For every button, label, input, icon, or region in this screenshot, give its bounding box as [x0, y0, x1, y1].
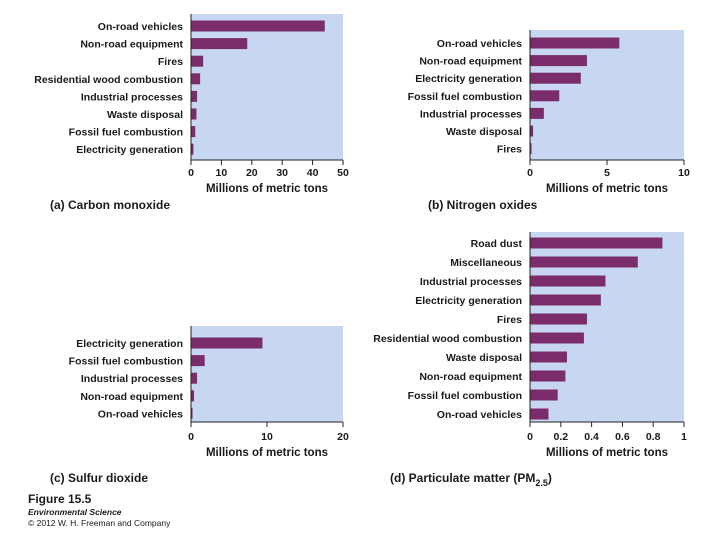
panel-d-category-label: Electricity generation	[415, 295, 522, 307]
panel-d-category-label: Non-road equipment	[419, 371, 522, 383]
panel-a-category-label: Fossil fuel combustion	[69, 127, 183, 139]
panel-a-category-label: Industrial processes	[81, 91, 183, 103]
panel-a-bar	[191, 90, 198, 102]
panel-c-category-label: On-road vehicles	[98, 408, 183, 420]
panel-a-tick-label: 40	[307, 167, 319, 179]
panel-d-tick-label: 0.2	[553, 431, 568, 443]
panel-b-bar	[530, 55, 587, 67]
panel-c-category-label: Industrial processes	[81, 373, 183, 385]
panel-b-category-label: Non-road equipment	[419, 56, 522, 68]
panel-d-bar	[530, 237, 663, 249]
panel-a-category-label: Waste disposal	[107, 109, 183, 121]
panel-a-x-axis-label: Millions of metric tons	[206, 183, 328, 195]
panel-b-tick-label: 5	[604, 167, 610, 179]
figure-title: Figure 15.5	[28, 492, 92, 506]
panel-d-tick-label: 0.6	[615, 431, 630, 443]
panel-b-tick-label: 0	[527, 167, 533, 179]
panel-d-bar	[530, 408, 549, 420]
panel-d-bar	[530, 294, 601, 306]
panel-c-bar	[191, 355, 205, 367]
panel-b-bar	[530, 143, 532, 155]
panel-b-category-label: Industrial processes	[420, 108, 522, 120]
panel-c-category-label: Electricity generation	[76, 338, 183, 350]
panel-b-category-label: On-road vehicles	[437, 38, 522, 50]
panel-a-tick-label: 30	[276, 167, 288, 179]
panel-a-plot-area	[191, 14, 343, 160]
panel-c-bar	[191, 372, 198, 384]
panel-c-category-label: Non-road equipment	[80, 391, 183, 403]
panel-d-category-label: Industrial processes	[420, 276, 522, 288]
panel-b-category-label: Electricity generation	[415, 73, 522, 85]
panel-b-category-label: Fires	[497, 144, 522, 156]
panel-b-tick-label: 10	[678, 167, 690, 179]
figure-copyright: © 2012 W. H. Freeman and Company	[28, 518, 171, 528]
panel-d-bar	[530, 332, 584, 344]
panel-a-caption: (a) Carbon monoxide	[50, 198, 170, 212]
panel-b-bar	[530, 107, 544, 119]
panel-d-tick-label: 0.8	[646, 431, 661, 443]
panel-b-caption: (b) Nitrogen oxides	[428, 198, 538, 212]
panel-d-x-axis-label: Millions of metric tons	[546, 447, 668, 459]
panel-a-category-label: Electricity generation	[76, 144, 183, 156]
panel-a-tick-label: 10	[216, 167, 228, 179]
panel-b-category-label: Waste disposal	[446, 126, 522, 138]
panel-d-caption: (d) Particulate matter (PM2.5)	[390, 471, 552, 488]
panel-a-bar	[191, 143, 194, 155]
panel-d-category-label: Residential wood combustion	[373, 333, 522, 345]
figure-book-title: Environmental Science	[28, 507, 122, 517]
panel-c-tick-label: 10	[261, 431, 273, 443]
panel-d-tick-label: 0	[527, 431, 533, 443]
panel-b-category-label: Fossil fuel combustion	[408, 91, 522, 103]
panel-d-bar	[530, 275, 606, 287]
panel-c-x-axis-label: Millions of metric tons	[206, 447, 328, 459]
panel-c-bar	[191, 407, 193, 419]
panel-a-tick-label: 50	[337, 167, 349, 179]
panel-c-bar	[191, 337, 263, 349]
panel-d-bar	[530, 370, 566, 382]
panel-a-bar	[191, 73, 201, 85]
panel-b-bar	[530, 125, 534, 137]
panel-c-tick-label: 20	[337, 431, 349, 443]
panel-d-bar	[530, 256, 638, 268]
panel-a-tick-label: 20	[246, 167, 258, 179]
panel-b-bar	[530, 37, 620, 49]
panel-d-tick-label: 1	[681, 431, 687, 443]
panel-c-bar	[191, 390, 195, 402]
panel-a-category-label: Residential wood combustion	[34, 74, 183, 86]
panel-a-bar	[191, 55, 204, 67]
panel-b-bar	[530, 90, 560, 102]
panel-a-category-label: Non-road equipment	[80, 39, 183, 51]
panel-c-category-label: Fossil fuel combustion	[69, 356, 183, 368]
panel-a-bar	[191, 108, 197, 120]
panel-a-bar	[191, 38, 248, 50]
panel-d-bar	[530, 351, 567, 363]
panel-b-x-axis-label: Millions of metric tons	[546, 183, 668, 195]
panel-d-bar	[530, 313, 587, 325]
panel-b-bar	[530, 72, 581, 84]
panel-a-category-label: On-road vehicles	[98, 21, 183, 33]
panel-d-category-label: Miscellaneous	[450, 257, 522, 269]
panel-d-category-label: Road dust	[471, 238, 523, 250]
panel-a-category-label: Fires	[158, 56, 183, 68]
panel-c-tick-label: 0	[188, 431, 194, 443]
panel-d-category-label: Fossil fuel combustion	[408, 390, 522, 402]
panel-d-category-label: Waste disposal	[446, 352, 522, 364]
panel-d-category-label: Fires	[497, 314, 522, 326]
panel-c-caption: (c) Sulfur dioxide	[50, 471, 148, 485]
panel-a-bar	[191, 20, 325, 32]
panel-d-tick-label: 0.4	[584, 431, 599, 443]
panel-d-bar	[530, 389, 558, 401]
panel-d-category-label: On-road vehicles	[437, 409, 522, 421]
panel-a-tick-label: 0	[188, 167, 194, 179]
panel-a-bar	[191, 126, 196, 138]
